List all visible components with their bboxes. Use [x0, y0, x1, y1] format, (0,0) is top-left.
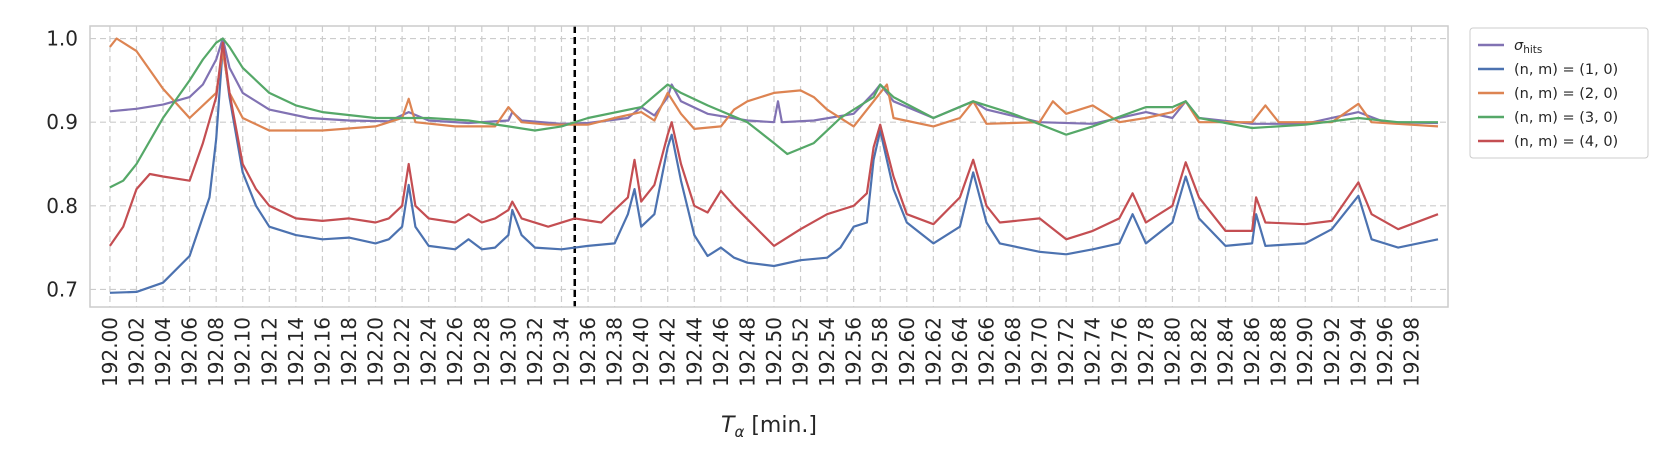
x-tick-label: 192.46 [709, 317, 733, 387]
legend-label-3-0: (n, m) = (3, 0) [1514, 110, 1618, 126]
legend-entry-4-0: (n, m) = (4, 0) [1478, 134, 1618, 150]
plot-frame [89, 25, 1449, 308]
series-line-0 [109, 37, 1439, 125]
x-tick-label: 192.04 [151, 317, 175, 387]
y-tick-labels: 0.7 0.8 0.9 1.0 [46, 27, 78, 302]
x-tick-label: 192.74 [1081, 317, 1105, 387]
x-tick-label: 192.62 [921, 317, 945, 387]
x-tick-label: 192.66 [974, 317, 998, 387]
x-tick-label: 192.02 [124, 317, 148, 387]
x-tick-label: 192.40 [629, 317, 653, 387]
legend-label-1-0: (n, m) = (1, 0) [1514, 62, 1618, 78]
x-tick-label: 192.88 [1267, 317, 1291, 387]
gridlines [90, 26, 1448, 307]
x-tick-label: 192.36 [576, 317, 600, 387]
x-tick-label: 192.08 [204, 317, 228, 387]
x-tick-label: 192.30 [496, 317, 520, 387]
x-tick-label: 192.90 [1293, 317, 1317, 387]
x-tick-label: 192.52 [789, 317, 813, 387]
x-tick-label: 192.78 [1134, 317, 1158, 387]
x-tick-label: 192.28 [470, 317, 494, 387]
x-tick-label: 192.00 [98, 317, 122, 387]
legend-entry-2-0: (n, m) = (2, 0) [1478, 86, 1618, 102]
x-tick-label: 192.56 [842, 317, 866, 387]
x-axis-title-unit: [min.] [744, 413, 817, 438]
series-line-4 [108, 41, 1439, 247]
legend-label-sigma-hits: σhits [1514, 38, 1542, 56]
x-tick-label: 192.42 [656, 317, 680, 387]
legend-entry-1-0: (n, m) = (1, 0) [1478, 62, 1618, 78]
x-tick-label: 192.34 [549, 317, 573, 387]
legend-entry-3-0: (n, m) = (3, 0) [1478, 110, 1618, 126]
x-tick-label: 192.94 [1346, 317, 1370, 387]
y-tick-label: 0.7 [46, 277, 78, 301]
y-tick-label: 1.0 [46, 27, 78, 51]
x-tick-label: 192.06 [178, 317, 202, 387]
x-tick-label: 192.76 [1107, 317, 1131, 387]
y-tick-label: 0.8 [46, 194, 78, 218]
x-tick-label: 192.48 [735, 317, 759, 387]
x-tick-label: 192.22 [390, 317, 414, 387]
x-tick-label: 192.16 [310, 317, 334, 387]
x-tick-label: 192.12 [257, 317, 281, 387]
x-tick-label: 192.64 [948, 317, 972, 387]
x-tick-label: 192.92 [1320, 317, 1344, 387]
legend-label-4-0: (n, m) = (4, 0) [1514, 134, 1618, 150]
legend: σhits (n, m) = (1, 0) (n, m) = (2, 0) (n… [1469, 27, 1649, 159]
legend-label-sigma-sub: hits [1523, 44, 1542, 56]
series-line-3 [109, 37, 1438, 189]
x-tick-labels: 192.00 192.02 192.04 192.06 192.08 192.10 192.… [98, 317, 1424, 387]
x-tick-label: 192.72 [1054, 317, 1078, 387]
series-line-1 [109, 45, 1439, 294]
x-axis-title: Tα [min.] [721, 413, 817, 441]
legend-label-sigma-main: σ [1514, 38, 1524, 54]
series-layer [108, 37, 1439, 294]
x-tick-label: 192.20 [364, 317, 388, 387]
x-tick-label: 192.86 [1240, 317, 1264, 387]
x-tick-label: 192.82 [1187, 317, 1211, 387]
x-tick-label: 192.96 [1373, 317, 1397, 387]
x-tick-label: 192.26 [443, 317, 467, 387]
x-tick-label: 192.32 [523, 317, 547, 387]
x-tick-label: 192.84 [1214, 317, 1238, 387]
x-tick-label: 192.10 [231, 317, 255, 387]
y-tick-label: 0.9 [46, 110, 78, 134]
x-tick-label: 192.80 [1160, 317, 1184, 387]
x-axis-title-main: T [721, 413, 736, 438]
legend-box [1469, 27, 1649, 159]
legend-label-2-0: (n, m) = (2, 0) [1514, 86, 1618, 102]
x-tick-label: 192.38 [603, 317, 627, 387]
x-tick-label: 192.70 [1028, 317, 1052, 387]
x-tick-label: 192.58 [868, 317, 892, 387]
series-line-2 [109, 37, 1439, 132]
x-tick-label: 192.50 [762, 317, 786, 387]
x-tick-label: 192.24 [417, 317, 441, 387]
x-tick-label: 192.14 [284, 317, 308, 387]
x-tick-label: 192.54 [815, 317, 839, 387]
x-tick-label: 192.44 [682, 317, 706, 387]
x-axis-title-sub: α [734, 423, 744, 441]
x-tick-label: 192.68 [1001, 317, 1025, 387]
x-tick-label: 192.60 [895, 317, 919, 387]
x-tick-label: 192.18 [337, 317, 361, 387]
x-tick-label: 192.98 [1399, 317, 1423, 387]
legend-entry-sigma-hits: σhits [1478, 38, 1542, 56]
